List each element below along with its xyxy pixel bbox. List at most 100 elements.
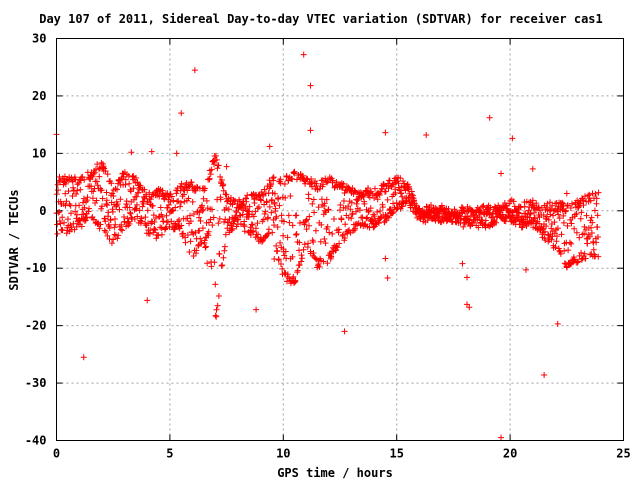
data-point	[268, 181, 275, 188]
data-point	[216, 250, 223, 257]
data-point	[126, 180, 133, 187]
data-point	[374, 196, 381, 203]
data-point	[177, 199, 184, 206]
data-point	[271, 222, 278, 229]
data-point	[202, 244, 209, 251]
data-point	[296, 239, 303, 246]
data-point	[222, 231, 229, 238]
data-point	[340, 180, 347, 187]
data-point	[469, 221, 476, 228]
data-point	[229, 201, 236, 208]
data-point	[567, 205, 574, 212]
data-point	[177, 203, 184, 210]
data-point	[547, 199, 554, 206]
data-point	[122, 176, 129, 183]
data-point	[203, 197, 210, 204]
data-point	[212, 152, 219, 159]
data-point	[187, 238, 194, 245]
data-point	[218, 177, 225, 184]
data-point	[254, 205, 261, 212]
data-point	[274, 247, 281, 254]
data-point	[356, 207, 363, 214]
data-point	[209, 222, 216, 229]
data-point	[476, 213, 483, 220]
data-point	[229, 225, 236, 232]
data-point	[250, 229, 257, 236]
data-point	[294, 267, 301, 274]
data-point	[352, 188, 359, 195]
data-point	[269, 229, 276, 236]
data-point	[270, 174, 277, 181]
x-axis-tick-labels: 0 5 10 15 20 25	[53, 447, 631, 461]
data-point	[94, 161, 101, 168]
data-point	[164, 204, 171, 211]
data-point	[301, 221, 308, 228]
data-point	[506, 200, 513, 207]
data-point	[133, 174, 140, 181]
data-point	[379, 204, 386, 211]
data-point	[202, 185, 209, 192]
data-point	[577, 215, 584, 222]
data-point	[61, 219, 68, 226]
data-point	[130, 185, 137, 192]
data-point	[555, 203, 562, 210]
data-point	[184, 231, 191, 238]
data-point	[571, 225, 578, 232]
data-point	[261, 186, 268, 193]
data-point	[98, 203, 105, 210]
data-point	[389, 210, 396, 217]
data-point	[293, 212, 300, 219]
data-point	[508, 213, 515, 220]
data-point	[280, 218, 287, 225]
data-point	[98, 205, 105, 212]
data-point	[98, 187, 105, 194]
data-point	[303, 175, 310, 182]
data-point	[105, 209, 112, 216]
data-point	[213, 313, 220, 320]
data-point	[277, 180, 284, 187]
data-point	[452, 218, 459, 225]
y-tick-label: -10	[25, 261, 47, 275]
data-point	[186, 248, 193, 255]
data-point	[534, 225, 541, 232]
data-point	[278, 212, 285, 219]
data-point	[110, 192, 117, 199]
data-point	[54, 230, 61, 237]
data-point	[353, 208, 359, 215]
data-point	[341, 235, 348, 242]
data-point	[97, 221, 104, 228]
data-point	[553, 238, 560, 245]
data-point	[144, 297, 151, 304]
data-point	[133, 201, 140, 208]
data-point	[382, 188, 389, 195]
data-point	[554, 225, 561, 232]
x-tick-label: 20	[503, 447, 517, 461]
data-point	[272, 215, 279, 222]
data-point	[117, 196, 124, 203]
data-point	[260, 216, 267, 223]
data-point	[535, 204, 542, 211]
data-point	[322, 175, 329, 182]
data-point	[588, 224, 595, 231]
data-point	[235, 216, 242, 223]
data-point	[486, 114, 493, 121]
data-point	[88, 183, 95, 190]
data-point	[127, 209, 134, 216]
data-point	[192, 187, 199, 194]
data-point	[331, 215, 338, 222]
data-point	[111, 224, 118, 231]
x-tick-label: 15	[389, 447, 403, 461]
data-point	[110, 236, 117, 243]
data-point	[293, 231, 300, 238]
data-point	[581, 193, 588, 200]
data-point	[560, 219, 567, 226]
data-point	[258, 197, 265, 204]
data-point	[367, 205, 374, 212]
data-point	[164, 218, 171, 225]
data-point	[108, 180, 115, 187]
data-point	[595, 189, 602, 196]
data-point	[208, 206, 215, 213]
data-point	[135, 189, 142, 196]
data-point	[187, 218, 194, 225]
data-point	[365, 184, 372, 191]
